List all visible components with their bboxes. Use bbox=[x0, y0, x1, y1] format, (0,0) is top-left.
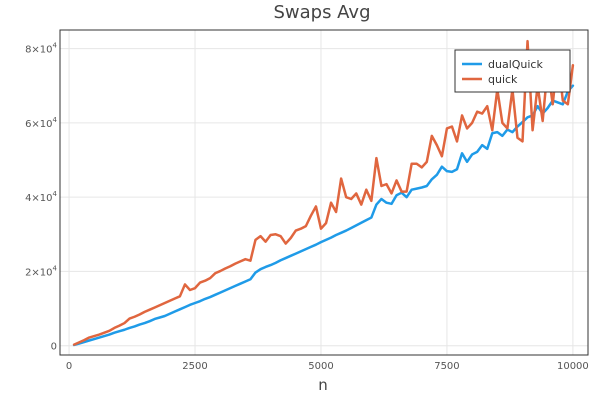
x-tick-labels: 0 2500 5000 7500 10000 bbox=[66, 361, 589, 372]
y-tick-label: 2×104 bbox=[25, 264, 57, 278]
y-tick-label: 0 bbox=[51, 342, 57, 353]
series-lines bbox=[72, 39, 575, 347]
chart-title: Swaps Avg bbox=[273, 2, 370, 23]
legend-box bbox=[454, 49, 571, 93]
plot-frame bbox=[59, 29, 589, 356]
x-tick-label: 7500 bbox=[434, 361, 459, 372]
x-tick-label: 10000 bbox=[557, 361, 589, 372]
y-tick-label: 8×104 bbox=[25, 42, 57, 56]
x-tick-label: 0 bbox=[66, 361, 72, 372]
legend-label: quick bbox=[488, 73, 518, 86]
grid-lines bbox=[60, 30, 588, 355]
y-tick-labels: 0 2×104 4×104 6×104 8×104 bbox=[25, 42, 57, 353]
x-tick-label: 2500 bbox=[182, 361, 207, 372]
x-tick-label: 5000 bbox=[308, 361, 333, 372]
y-tick-label: 4×104 bbox=[25, 190, 57, 204]
legend: dualQuick quick bbox=[454, 49, 571, 93]
legend-label: dualQuick bbox=[488, 58, 543, 71]
series-line-quick bbox=[72, 39, 575, 346]
series-line-dualQuick bbox=[72, 84, 575, 347]
y-tick-label: 6×104 bbox=[25, 116, 57, 130]
x-axis-label: n bbox=[318, 376, 328, 394]
